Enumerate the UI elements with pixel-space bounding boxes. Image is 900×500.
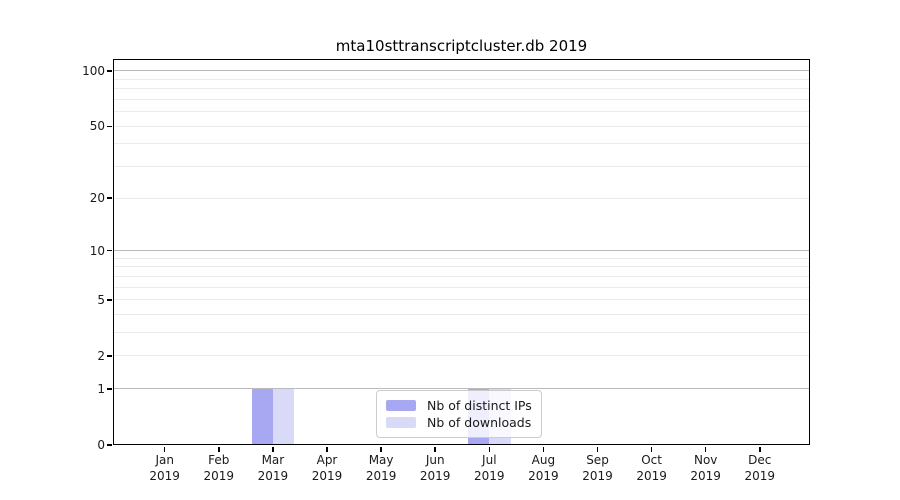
- x-tick: [218, 446, 220, 452]
- x-tick-label: Jul 2019: [474, 453, 505, 483]
- y-tick: [106, 249, 112, 252]
- major-gridline: [113, 70, 810, 72]
- plot-area: Jan 2019 Feb 2019 Mar 2019 Apr 2019 May 2019…: [82, 59, 810, 483]
- y-tick: [106, 70, 112, 72]
- x-tick: [704, 446, 707, 452]
- minor-gridline: [113, 257, 810, 259]
- legend: Nb of distinct IPs Nb of downloads: [376, 390, 542, 438]
- x-tick-label: Mar 2019: [257, 453, 289, 483]
- y-tick-label: 0: [97, 438, 105, 452]
- bar-distinct-ips: [251, 388, 273, 445]
- y-tick-label: 10: [89, 243, 105, 258]
- x-tick: [759, 446, 761, 452]
- x-tick-label: Dec 2019: [744, 453, 776, 483]
- y-tick: [106, 444, 112, 446]
- y-tick: [106, 388, 112, 390]
- x-tick-label: Aug 2019: [528, 453, 559, 483]
- x-tick: [542, 446, 545, 452]
- minor-gridline: [113, 111, 810, 113]
- x-tick: [163, 446, 166, 452]
- chart-title: mta10sttranscriptcluster.db 2019: [335, 37, 588, 55]
- minor-gridline: [113, 286, 810, 288]
- minor-gridline: [113, 314, 810, 316]
- plot-border: [113, 59, 810, 445]
- x-tick-label: Jun 2019: [419, 453, 451, 483]
- x-tick: [326, 446, 328, 452]
- legend-entry-distinct-ips: Nb of distinct IPs: [386, 397, 532, 414]
- bar-downloads: [272, 388, 295, 445]
- minor-gridline: [113, 299, 810, 301]
- x-tick: [650, 446, 653, 452]
- y-tick-label: 1: [97, 381, 105, 396]
- y-tick-label: 20: [89, 191, 105, 206]
- x-tick-label: May 2019: [365, 453, 397, 483]
- x-tick-label: Sep 2019: [582, 453, 613, 483]
- legend-entry-downloads: Nb of downloads: [386, 414, 532, 431]
- minor-gridline: [113, 166, 810, 168]
- x-tick-label: Apr 2019: [311, 453, 343, 483]
- y-tick: [106, 197, 112, 199]
- x-tick-label: Feb 2019: [203, 453, 235, 483]
- major-gridline: [113, 250, 810, 252]
- legend-label-downloads: Nb of downloads: [427, 415, 532, 430]
- minor-gridline: [113, 332, 810, 334]
- x-tick-label: Nov 2019: [690, 453, 721, 483]
- minor-gridline: [113, 78, 810, 80]
- y-tick: [106, 355, 112, 357]
- x-tick: [434, 446, 436, 452]
- minor-gridline: [113, 266, 810, 268]
- x-tick-label: Oct 2019: [636, 453, 667, 483]
- minor-gridline: [113, 275, 810, 277]
- minor-gridline: [113, 98, 810, 100]
- minor-gridline: [113, 143, 810, 145]
- x-tick: [596, 446, 599, 452]
- y-tick-label: 2: [97, 348, 105, 363]
- y-tick: [106, 125, 112, 128]
- minor-gridline: [113, 197, 810, 199]
- minor-gridline: [113, 125, 810, 127]
- legend-swatch-distinct-ips: [386, 400, 416, 411]
- x-tick: [272, 446, 274, 452]
- x-tick: [380, 446, 382, 452]
- minor-gridline: [113, 88, 810, 90]
- legend-swatch-downloads: [386, 417, 416, 428]
- x-tick: [488, 446, 491, 452]
- y-tick-label: 100: [82, 63, 105, 78]
- y-tick-label: 50: [89, 119, 105, 134]
- legend-label-distinct-ips: Nb of distinct IPs: [427, 398, 532, 413]
- y-tick: [106, 299, 112, 301]
- minor-gridline: [113, 355, 810, 357]
- major-gridline: [113, 388, 810, 390]
- y-tick-label: 5: [97, 292, 105, 307]
- x-tick-label: Jan 2019: [149, 453, 180, 483]
